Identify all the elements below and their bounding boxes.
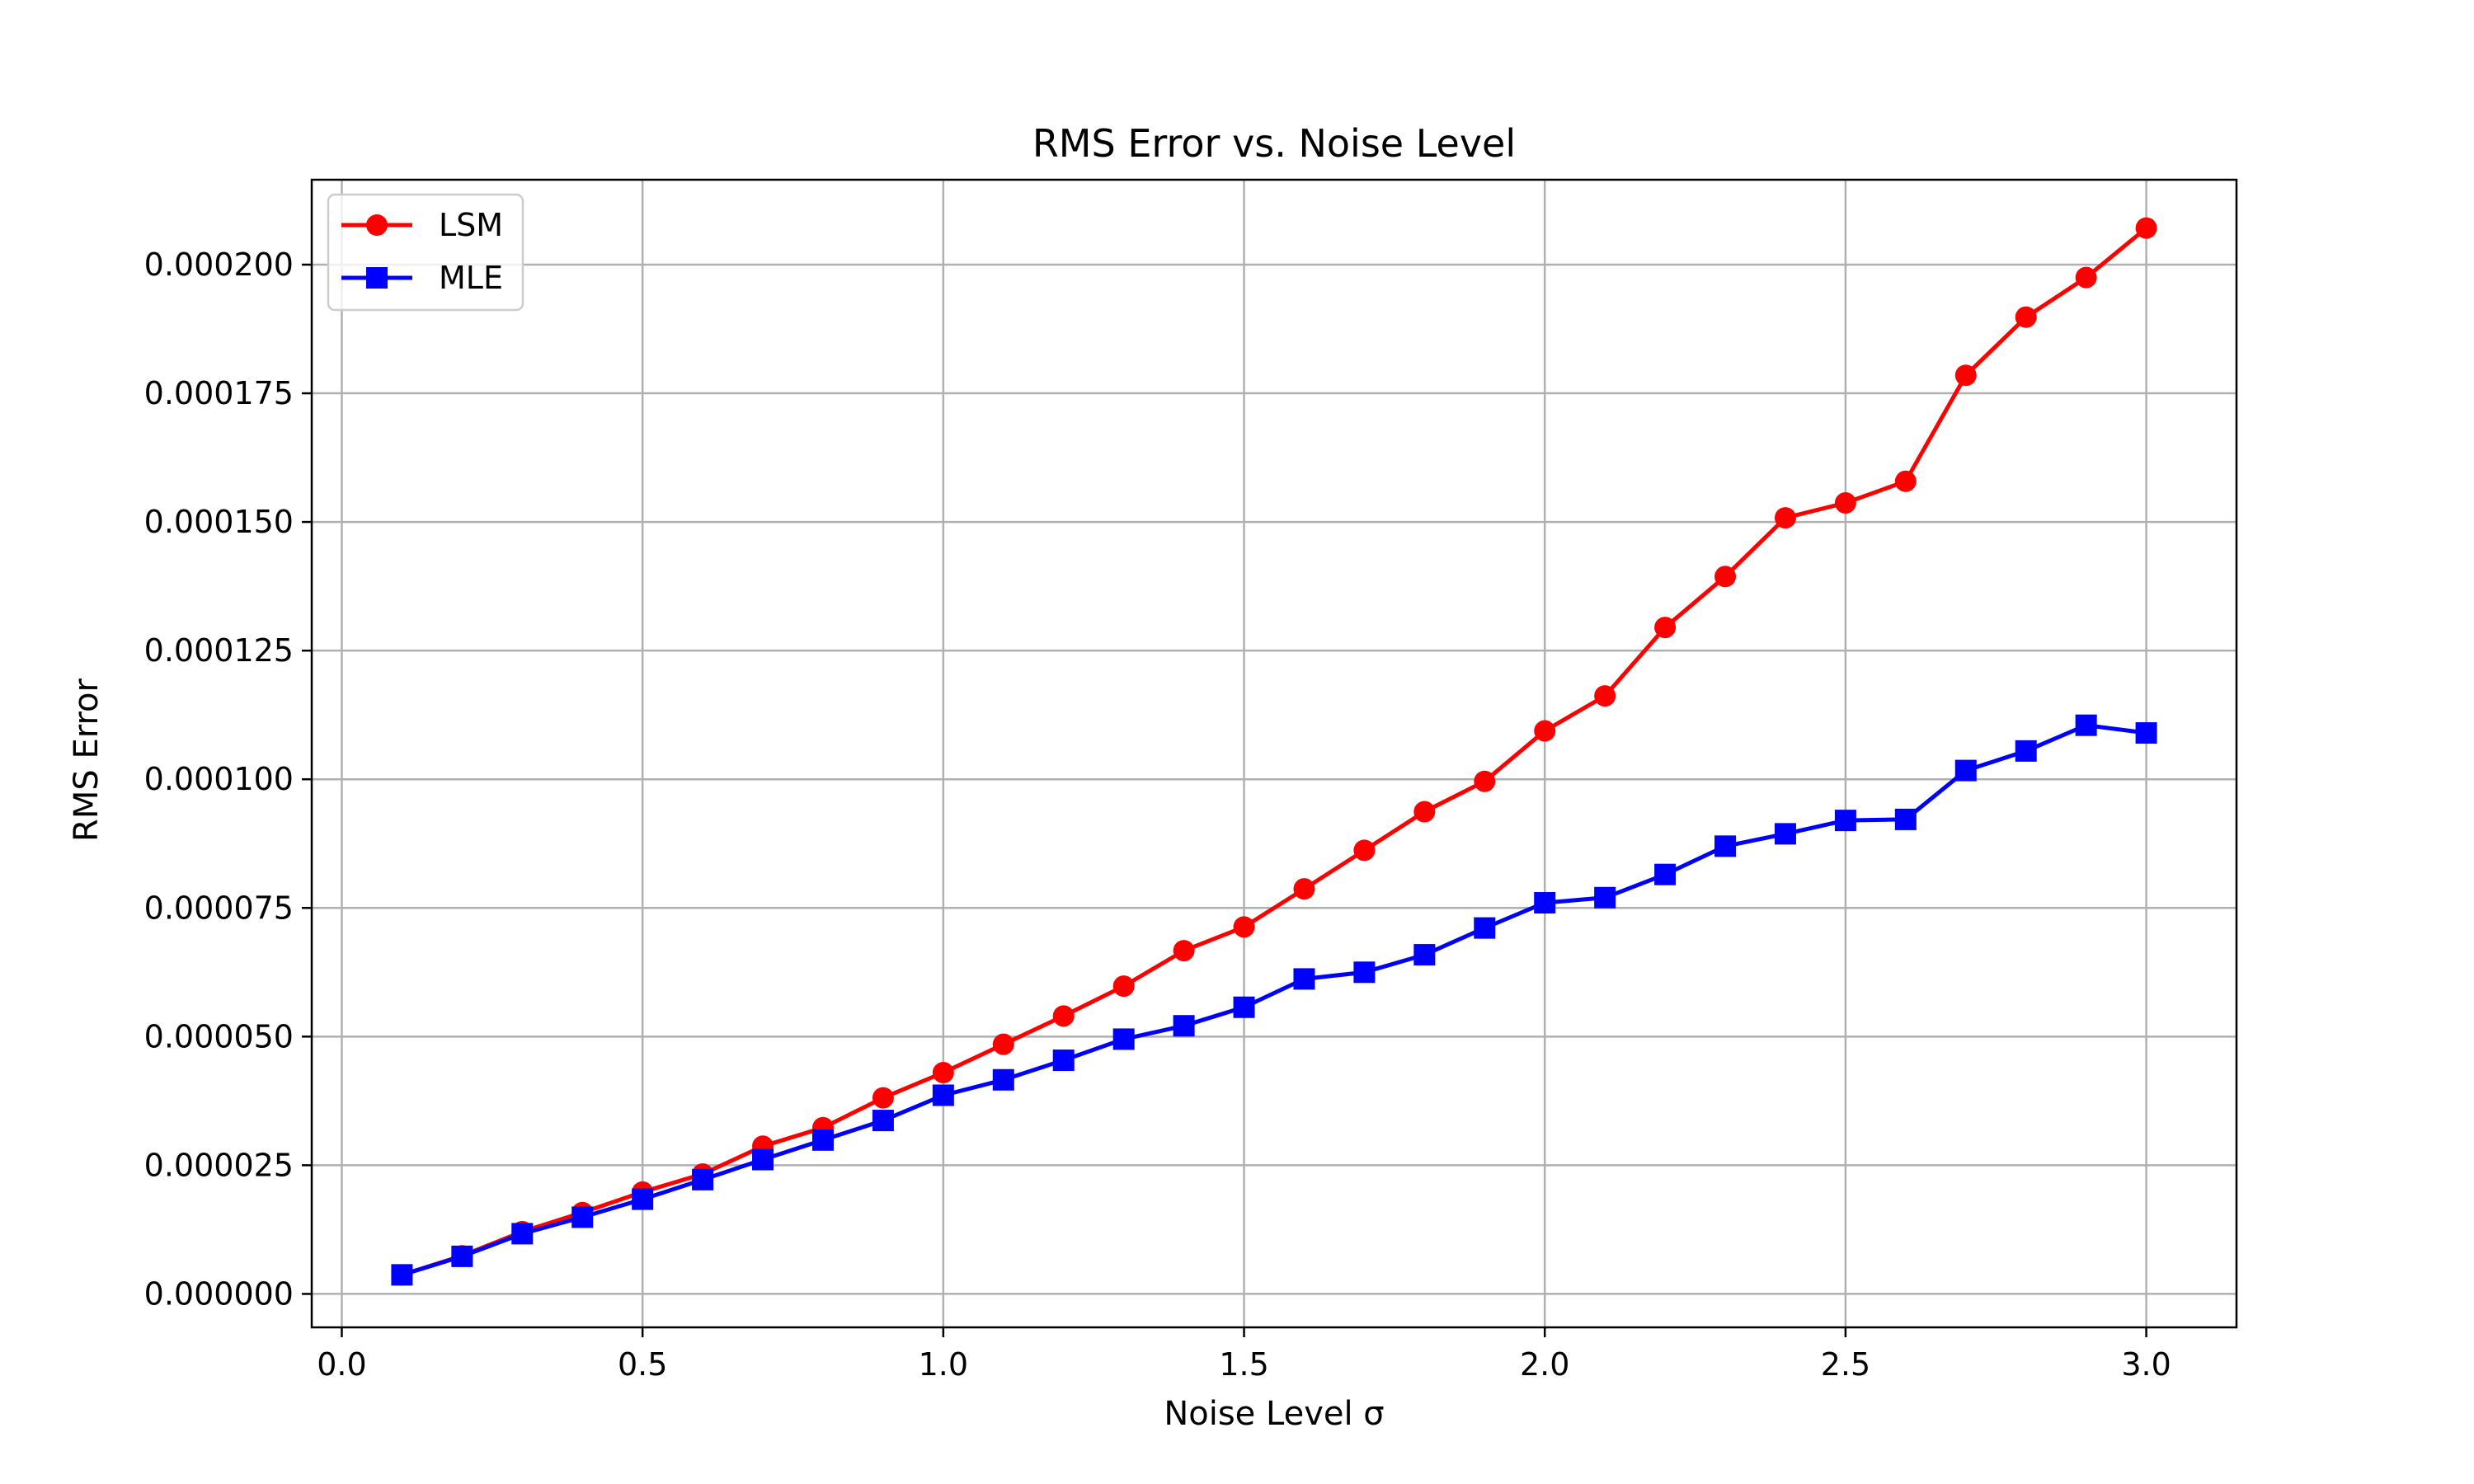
ticks: 0.0 0.5 1.0 1.5 2.0 2.5 3.0 0.000000 0.000025 0.0… xyxy=(144,247,2171,1383)
mle-data-point xyxy=(1112,1028,1135,1050)
lsm-data-point xyxy=(1233,916,1255,938)
mle-data-point xyxy=(992,1068,1014,1091)
legend-mle-label: MLE xyxy=(439,260,503,296)
lsm-data-point xyxy=(1353,839,1376,862)
x-tick-label: 2.5 xyxy=(1821,1346,1870,1383)
y-tick-label: 0.000000 xyxy=(144,1275,294,1312)
y-axis-title: RMS Error xyxy=(68,678,106,841)
mle-data-point xyxy=(1894,808,1917,830)
y-tick-label: 0.000150 xyxy=(144,504,294,540)
mle-data-point xyxy=(1594,886,1616,909)
lsm-data-point xyxy=(1954,364,1977,387)
legend-mle-marker xyxy=(366,267,388,289)
mle-data-point xyxy=(1534,892,1556,914)
mle-data-point xyxy=(451,1245,473,1267)
y-tick-label: 0.000200 xyxy=(144,247,294,283)
y-tick-label: 0.000025 xyxy=(144,1147,294,1183)
lsm-data-point xyxy=(1173,940,1195,962)
x-axis-title: Noise Level σ xyxy=(1164,1395,1384,1433)
lsm-data-point xyxy=(1834,492,1856,514)
mle-data-point xyxy=(752,1148,774,1171)
mle-data-point xyxy=(692,1168,714,1190)
mle-data-point xyxy=(1052,1050,1075,1072)
lsm-data-point xyxy=(1534,720,1556,742)
lsm-data-point xyxy=(2015,306,2037,328)
mle-data-point xyxy=(1714,835,1737,857)
mle-data-point xyxy=(2015,740,2037,762)
mle-data-point xyxy=(932,1084,954,1106)
mle-data-point xyxy=(1954,759,1977,782)
legend-lsm-label: LSM xyxy=(439,207,503,243)
y-tick-label: 0.000100 xyxy=(144,761,294,797)
x-tick-label: 1.5 xyxy=(1219,1346,1268,1383)
mle-data-point xyxy=(1173,1015,1195,1037)
mle-data-point xyxy=(1233,996,1255,1018)
mle-data-point xyxy=(811,1129,834,1151)
lsm-data-point xyxy=(1774,507,1796,529)
series-layer xyxy=(391,217,2157,1286)
x-tick-label: 0.0 xyxy=(317,1346,366,1383)
mle-data-point xyxy=(511,1223,534,1245)
lsm-data-point xyxy=(1293,878,1315,900)
lsm-data-point xyxy=(872,1087,894,1109)
x-tick-label: 3.0 xyxy=(2121,1346,2171,1383)
lsm-data-point xyxy=(1654,617,1677,639)
lsm-data-point xyxy=(1052,1005,1075,1027)
mle-data-point xyxy=(391,1264,413,1286)
x-tick-label: 0.5 xyxy=(618,1346,667,1383)
x-tick-label: 2.0 xyxy=(1520,1346,1569,1383)
legend: LSM MLE xyxy=(327,193,524,312)
mle-data-point xyxy=(1413,944,1436,966)
x-tick-label: 1.0 xyxy=(919,1346,968,1383)
mle-data-point xyxy=(1774,823,1796,845)
mle-data-point xyxy=(2135,722,2157,744)
mle-data-point xyxy=(1834,810,1856,832)
mle-data-point xyxy=(632,1188,654,1210)
lsm-data-point xyxy=(932,1062,954,1084)
mle-data-point xyxy=(1474,917,1496,939)
y-tick-label: 0.000175 xyxy=(144,375,294,411)
lsm-data-point xyxy=(2075,266,2097,289)
lsm-data-point xyxy=(1474,770,1496,792)
mle-data-point xyxy=(1293,968,1315,990)
mle-data-point xyxy=(571,1206,594,1228)
lsm-data-point xyxy=(1112,975,1135,998)
lsm-data-point xyxy=(1594,685,1616,707)
y-tick-label: 0.000125 xyxy=(144,632,294,669)
legend-lsm-marker xyxy=(366,214,388,236)
lsm-data-point xyxy=(1413,801,1436,823)
mle-data-point xyxy=(1353,961,1376,984)
mle-data-point xyxy=(2075,714,2097,736)
lsm-data-point xyxy=(1714,566,1737,588)
mle-data-point xyxy=(872,1110,894,1132)
lsm-data-point xyxy=(1894,470,1917,492)
lsm-data-point xyxy=(2135,217,2157,239)
y-tick-label: 0.000075 xyxy=(144,890,294,926)
y-tick-label: 0.000050 xyxy=(144,1018,294,1054)
lsm-data-point xyxy=(992,1033,1014,1055)
chart-title: RMS Error vs. Noise Level xyxy=(1032,121,1516,166)
mle-data-point xyxy=(1654,863,1677,885)
plot-frame xyxy=(310,178,2238,1329)
